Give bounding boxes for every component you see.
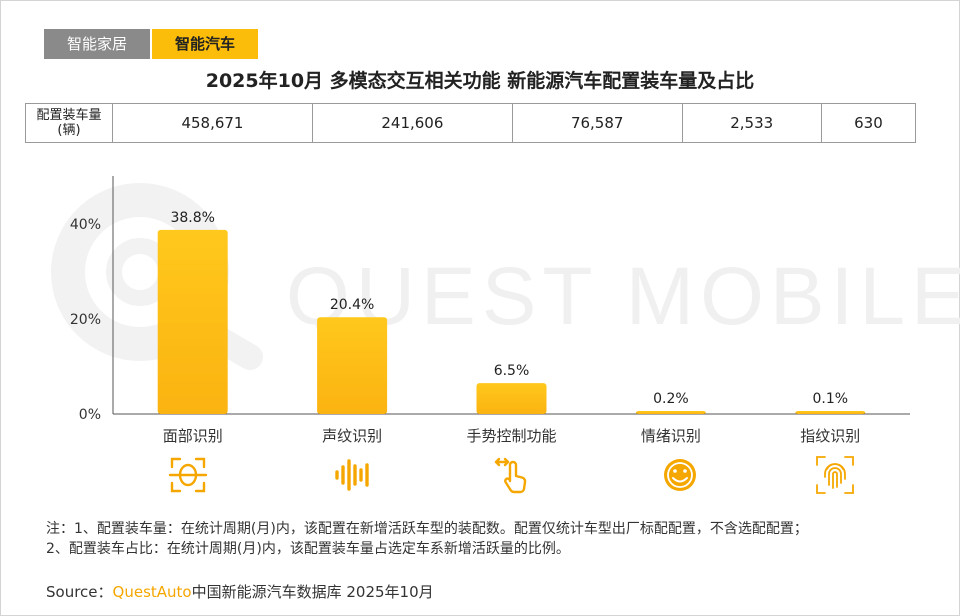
bar [795,411,866,414]
x-tick-label: 情绪识别 [641,427,701,445]
x-tick-label: 面部识别 [163,427,223,445]
note-line-2: 2、配置装车占比：在统计周期(月)内，该配置装车量占选定车系新增活跃量的比例。 [46,541,570,557]
bar [635,411,706,414]
x-tick-label: 声纹识别 [322,427,382,445]
note-line-1: 注：1、配置装车量：在统计周期(月)内，该配置在新增活跃车型的装配数。配置仅统计… [46,521,808,537]
data-label: 0.1% [813,391,849,407]
table-row-header: 配置装车量 (辆) [25,103,113,143]
row-header-line1: 配置装车量 [36,108,102,123]
fingerprint-icon [816,456,854,494]
data-label: 0.2% [653,391,689,407]
data-label: 20.4% [330,297,374,313]
chart-notes: 注：1、配置装车量：在统计周期(月)内，该配置在新增活跃车型的装配数。配置仅统计… [46,519,808,559]
tab-smart-car[interactable]: 智能汽车 [152,29,259,59]
source-text: 中国新能源汽车数据库 2025年10月 [191,583,434,601]
table-cell: 2,533 [681,103,822,143]
hand-gesture-icon [494,457,527,494]
bar [317,317,388,414]
data-label: 6.5% [494,363,530,379]
data-label: 38.8% [170,210,214,226]
source-brand: QuestAuto [112,583,192,601]
table-cell: 458,671 [112,103,313,143]
install-volume-table: 配置装车量 (辆) 458,671 241,606 76,587 2,533 6… [25,103,917,143]
bar [157,229,228,414]
tab-bar: 智能家居 智能汽车 [44,29,259,59]
source-prefix: Source： [46,583,113,601]
tab-smart-home[interactable]: 智能家居 [44,29,151,59]
voice-wave-icon [335,459,369,491]
row-header-line2: (辆) [57,123,81,138]
y-tick-label: 40% [70,217,101,233]
chart-title: 2025年10月 多模态交互相关功能 新能源汽车配置装车量及占比 [205,70,755,92]
table-row: 配置装车量 (辆) 458,671 241,606 76,587 2,533 6… [25,103,917,143]
source-line: Source：QuestAuto中国新能源汽车数据库 2025年10月 [46,581,434,602]
x-tick-label: 手势控制功能 [466,427,556,445]
face-scan-icon [168,457,208,493]
emotion-icon [664,459,696,491]
table-cell: 76,587 [511,103,683,143]
y-tick-label: 20% [70,312,101,328]
bar [476,383,547,414]
y-tick-label: 0% [79,407,101,423]
table-cell: 630 [820,103,917,143]
x-tick-label: 指纹识别 [800,427,860,445]
table-cell: 241,606 [311,103,513,143]
